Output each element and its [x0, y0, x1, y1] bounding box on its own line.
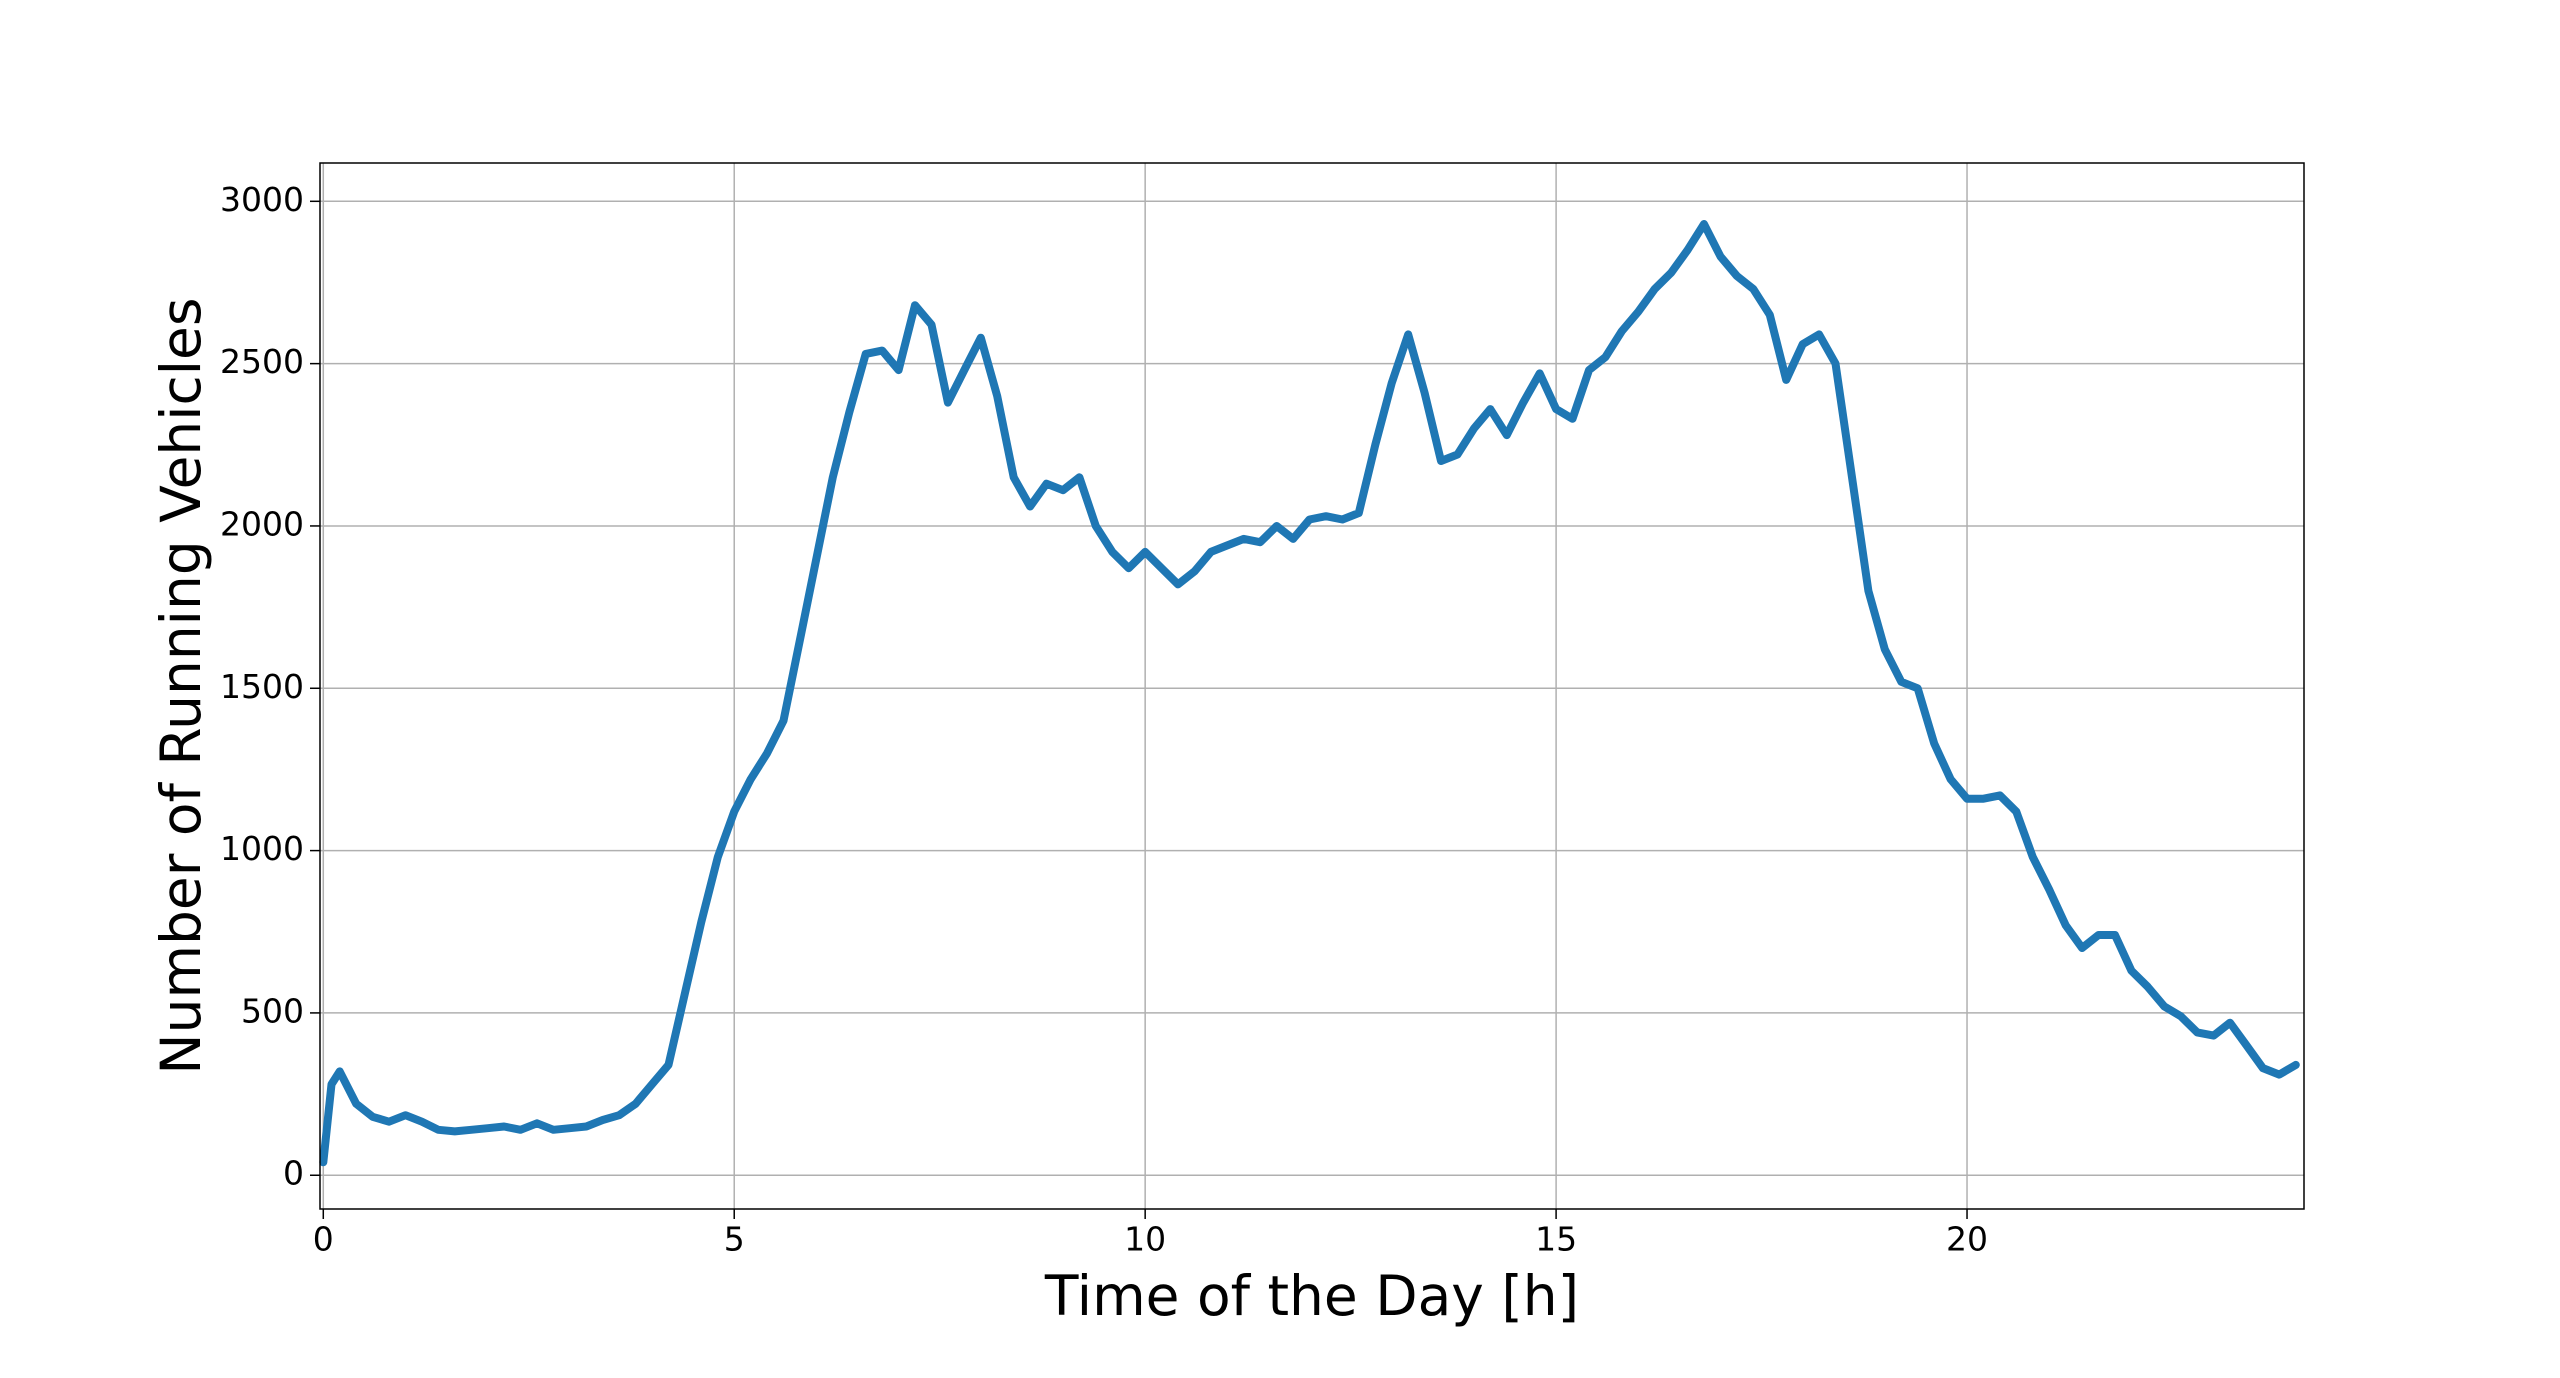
x-tick-label: 5 — [724, 1220, 745, 1259]
x-axis-label: Time of the Day [h] — [1044, 1264, 1579, 1328]
y-tick-label: 1500 — [220, 667, 304, 706]
x-tick-label: 20 — [1946, 1220, 1988, 1259]
x-tick-label: 15 — [1535, 1220, 1577, 1259]
y-tick-label: 1000 — [220, 829, 304, 868]
y-tick-label: 2000 — [220, 504, 304, 543]
y-tick-label: 500 — [241, 991, 304, 1030]
y-tick-label: 0 — [283, 1154, 304, 1193]
x-tick-label: 0 — [313, 1220, 334, 1259]
line — [319, 220, 2300, 1167]
y-tick-label: 2500 — [220, 342, 304, 381]
y-tick-label: 3000 — [220, 180, 304, 219]
plot-frame — [319, 162, 2305, 1210]
x-tick-label: 10 — [1124, 1220, 1166, 1259]
y-axis-label: Number of Running Vehicles — [149, 297, 213, 1074]
